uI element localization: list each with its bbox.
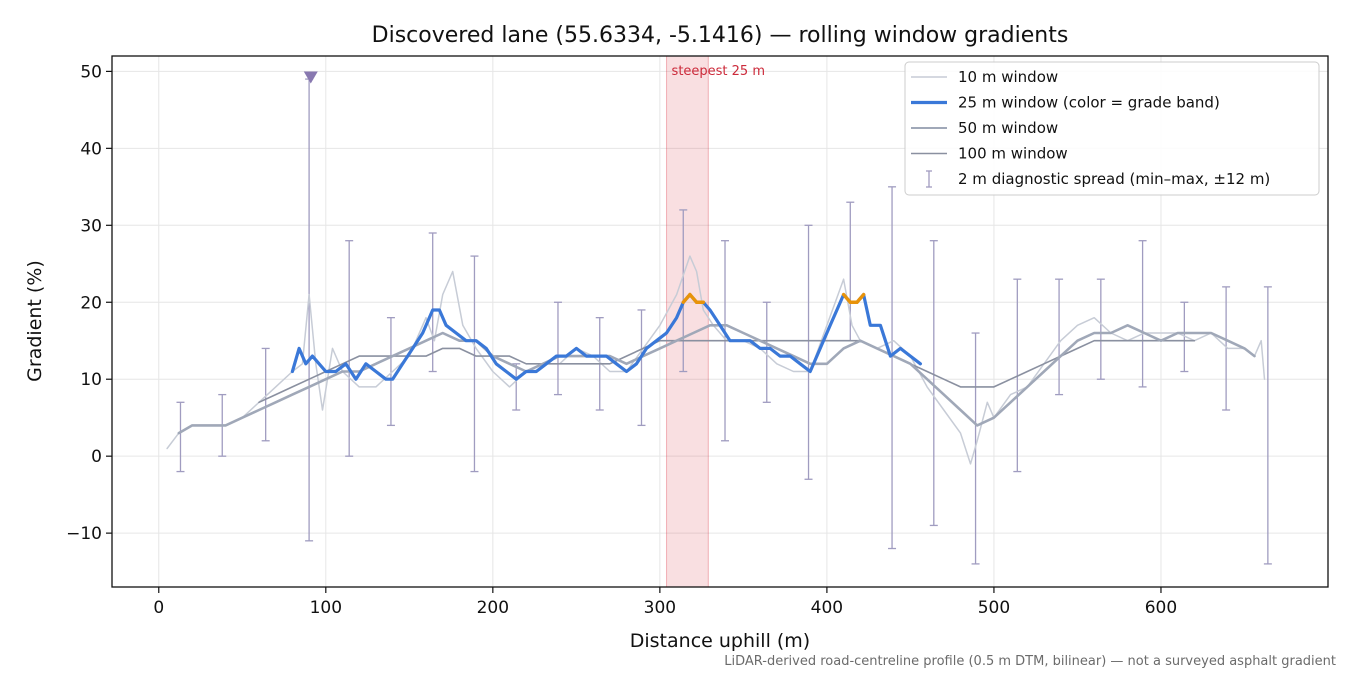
x-tick-label: 500 xyxy=(978,598,1010,618)
spread-errorbar xyxy=(888,186,897,550)
y-tick-label: 40 xyxy=(80,139,102,159)
chart-title: Discovered lane (55.6334, -5.1416) — rol… xyxy=(372,23,1069,48)
highlight-label: steepest 25 m xyxy=(672,64,765,79)
spread-errorbar xyxy=(679,209,688,373)
legend: 10 m window 25 m window (color = grade ba… xyxy=(904,61,1320,196)
legend-entry: 50 m window xyxy=(911,119,1058,137)
spike-marker-triangle xyxy=(303,71,318,84)
y-tick-label: 10 xyxy=(80,370,102,390)
spread-errorbar xyxy=(637,309,646,427)
y-tick-label: 20 xyxy=(80,293,102,313)
legend-label: 25 m window (color = grade band) xyxy=(958,94,1220,112)
spread-errorbar xyxy=(428,232,437,373)
legend-label: 100 m window xyxy=(958,145,1068,163)
series-100m-line xyxy=(258,339,1196,404)
x-tick-label: 600 xyxy=(1145,598,1177,618)
spread-errorbar xyxy=(762,301,771,403)
x-tick-label: 400 xyxy=(811,598,843,618)
x-tick-label: 200 xyxy=(477,598,509,618)
x-axis: 0 100 200 300 400 500 600 xyxy=(153,587,1177,618)
legend-entry: 25 m window (color = grade band) xyxy=(911,94,1220,112)
series-25m-steep-segment xyxy=(855,292,866,304)
spread-errorbar xyxy=(261,347,270,442)
spread-errorbar xyxy=(553,301,562,396)
x-axis-label: Distance uphill (m) xyxy=(630,630,810,652)
y-tick-label: 30 xyxy=(80,216,102,236)
legend-label: 50 m window xyxy=(958,119,1058,137)
spread-errorbar xyxy=(345,240,354,457)
spread-errorbar xyxy=(1096,278,1105,380)
x-tick-label: 0 xyxy=(153,598,164,618)
spread-errorbar xyxy=(470,255,479,473)
legend-entry: 100 m window xyxy=(911,145,1068,163)
y-axis: −10 0 10 20 30 40 50 xyxy=(66,62,112,544)
legend-entry: 10 m window xyxy=(911,68,1058,86)
x-tick-label: 100 xyxy=(310,598,342,618)
y-tick-label: 0 xyxy=(91,447,102,467)
spread-errorbar xyxy=(512,363,521,411)
x-tick-label: 300 xyxy=(644,598,676,618)
spread-errorbar xyxy=(386,317,395,427)
spread-errorbar xyxy=(1138,240,1147,388)
spike-marker xyxy=(303,71,318,84)
series-10m-line xyxy=(166,255,1266,465)
series-25m-line xyxy=(290,293,923,381)
y-tick-label: 50 xyxy=(80,62,102,82)
diagnostic-spread xyxy=(176,78,1272,565)
legend-entry: 2 m diagnostic spread (min–max, ±12 m) xyxy=(926,170,1270,188)
spread-errorbar xyxy=(1263,286,1272,565)
spread-errorbar xyxy=(929,240,938,527)
series-lines xyxy=(166,255,1266,465)
y-tick-label: −10 xyxy=(66,524,102,544)
spread-errorbar xyxy=(1055,278,1064,396)
legend-label: 10 m window xyxy=(958,68,1058,86)
spread-errorbar xyxy=(1222,286,1231,411)
legend-label: 2 m diagnostic spread (min–max, ±12 m) xyxy=(958,170,1270,188)
footer-note: LiDAR-derived road-centreline profile (0… xyxy=(724,654,1336,669)
spread-errorbar xyxy=(176,401,185,473)
spread-errorbar xyxy=(804,224,813,480)
plot-frame xyxy=(111,55,1329,588)
legend-box xyxy=(904,61,1320,196)
y-axis-label: Gradient (%) xyxy=(24,260,46,382)
